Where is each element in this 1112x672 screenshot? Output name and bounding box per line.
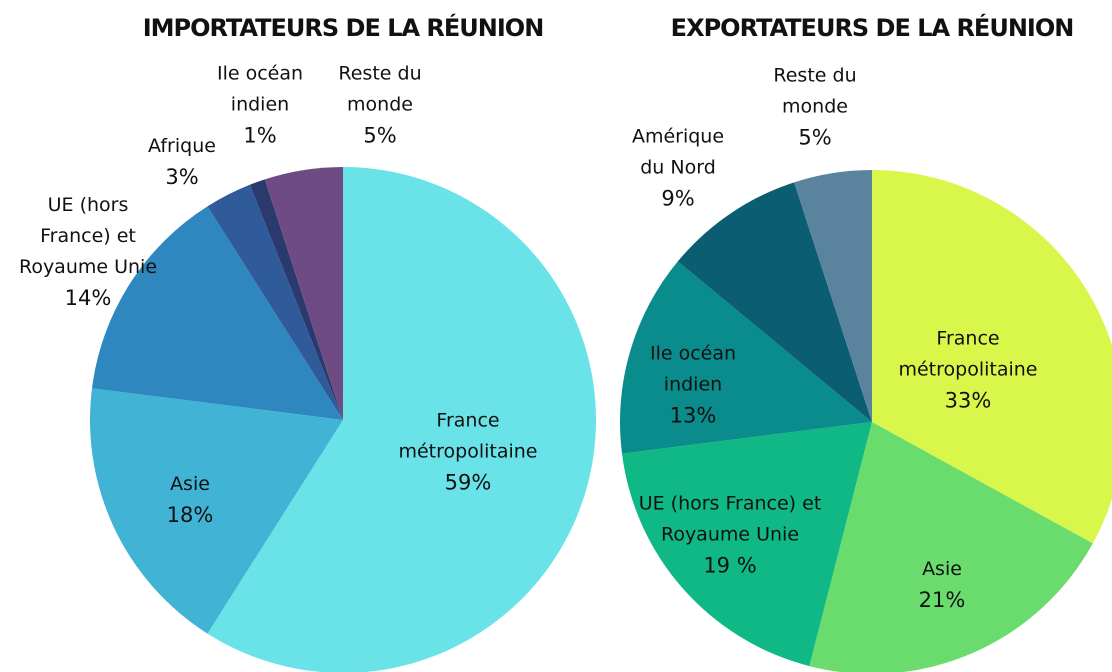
category-label: Reste du monde <box>338 62 422 116</box>
category-label: France métropolitaine <box>398 409 538 463</box>
slice-label: Ile océan indien 13% <box>638 339 748 432</box>
category-label: Ile océan indien <box>649 342 737 396</box>
pie-slice <box>677 182 872 422</box>
pie-slice <box>249 179 343 420</box>
slice-label: France métropolitaine 59% <box>368 406 568 499</box>
pie-slice <box>91 206 343 420</box>
value-label: 3% <box>165 165 199 189</box>
pie-slice <box>207 184 343 420</box>
category-label: Ile océan indien <box>216 62 304 116</box>
slice-label: Reste du monde 5% <box>325 59 435 152</box>
category-label: Asie <box>922 558 962 580</box>
value-label: 9% <box>661 186 695 211</box>
pie-slice <box>872 170 1112 544</box>
value-label: 18% <box>166 503 214 527</box>
value-label: 19 % <box>703 553 757 578</box>
pie-slice <box>264 167 343 420</box>
pie-slice <box>207 167 596 672</box>
pie-slice <box>621 422 872 667</box>
value-label: 13% <box>669 403 717 428</box>
slice-label: Reste du monde 5% <box>760 61 870 154</box>
category-label: France métropolitaine <box>898 327 1038 381</box>
value-label: 14% <box>64 286 112 310</box>
value-label: 5% <box>363 123 397 148</box>
value-label: 1% <box>243 123 277 148</box>
slice-label: Afrique 3% <box>132 131 232 193</box>
pie-slice <box>89 388 343 634</box>
slice-label: Amérique du Nord 9% <box>618 122 738 215</box>
category-label: Asie <box>170 473 210 495</box>
slice-label: Asie 21% <box>897 554 987 616</box>
chart-title: IMPORTATEURS DE LA RÉUNION <box>142 14 545 42</box>
category-label: Amérique du Nord <box>631 125 725 179</box>
value-label: 5% <box>798 125 832 150</box>
pie-slice <box>620 261 872 454</box>
pie-slice <box>809 422 1093 672</box>
category-label: Afrique <box>148 135 216 157</box>
slice-label: UE (hors France) et Royaume Unie 19 % <box>630 489 830 582</box>
slice-label: Asie 18% <box>140 469 240 531</box>
slice-label: Ile océan indien 1% <box>205 59 315 152</box>
value-label: 21% <box>918 588 966 612</box>
slice-label: UE (hors France) et Royaume Unie 14% <box>13 190 163 314</box>
pie-slice <box>794 170 872 422</box>
category-label: Reste du monde <box>773 64 857 118</box>
value-label: 59% <box>444 470 492 495</box>
category-label: UE (hors France) et Royaume Unie <box>638 492 822 546</box>
category-label: UE (hors France) et Royaume Unie <box>18 194 158 278</box>
value-label: 33% <box>944 388 992 413</box>
chart-title: EXPORTATEURS DE LA RÉUNION <box>670 14 1075 42</box>
slice-label: France métropolitaine 33% <box>868 324 1068 417</box>
